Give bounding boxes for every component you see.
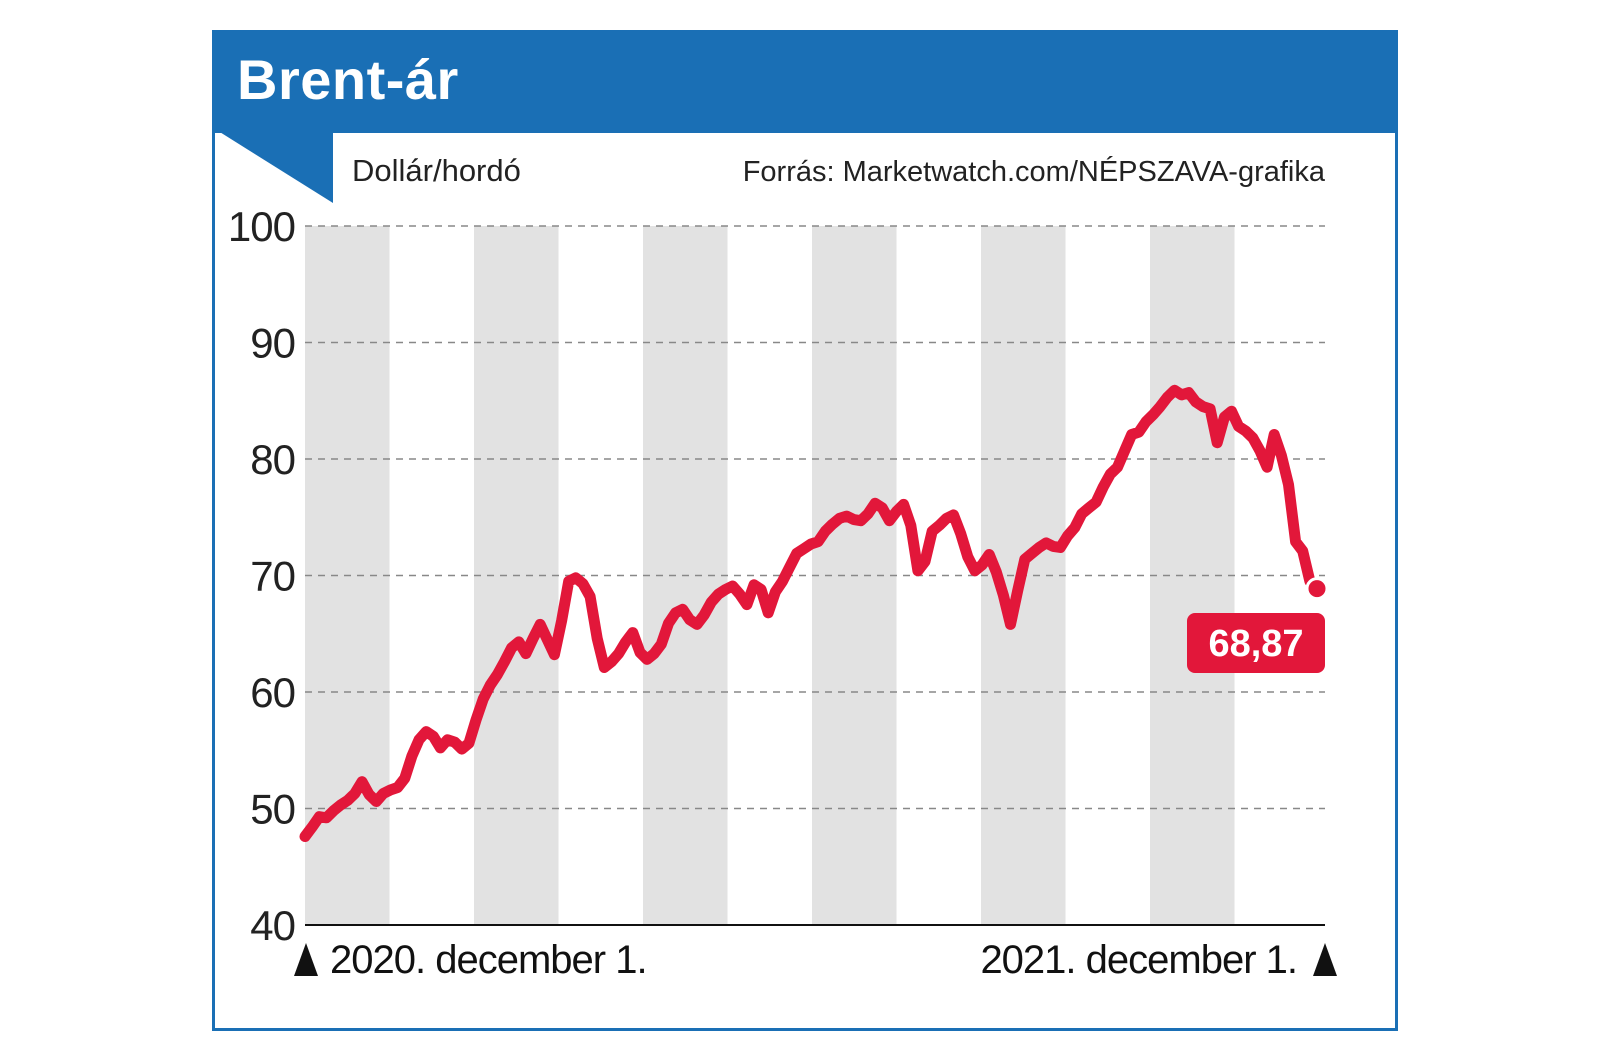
- title-pointer: [215, 129, 333, 203]
- y-tick-label: 90: [250, 320, 295, 367]
- start-marker-icon: [294, 943, 318, 976]
- x-start-label: 2020. december 1.: [330, 938, 647, 982]
- title-bar: Brent-ár: [215, 33, 1395, 133]
- y-tick-label: 50: [250, 786, 295, 833]
- chart-title: Brent-ár: [237, 48, 459, 111]
- last-value-label: 68,87: [1208, 623, 1303, 665]
- source-label: Forrás: Marketwatch.com/NÉPSZAVA-grafika: [743, 155, 1326, 188]
- y-tick-label: 70: [250, 553, 295, 600]
- y-tick-label: 100: [228, 203, 295, 250]
- last-value-badge: [1187, 613, 1325, 673]
- chart-frame: Brent-ár 100 90 80 70 60 50 40 Dollár/hordó Fo…: [212, 30, 1398, 1031]
- x-end-label: 2021. december 1.: [980, 938, 1297, 982]
- y-unit-label: Dollár/hordó: [352, 153, 521, 188]
- y-tick-label: 40: [250, 902, 295, 949]
- series-line: [299, 384, 1323, 842]
- y-tick-label: 60: [250, 669, 295, 716]
- end-marker-icon: [1313, 943, 1337, 976]
- last-point: [1305, 577, 1329, 601]
- y-tick-label: 80: [250, 436, 295, 483]
- chart: 100 90 80 70 60 50 40 Dollár/hordó Forrás: Mar…: [215, 129, 1337, 982]
